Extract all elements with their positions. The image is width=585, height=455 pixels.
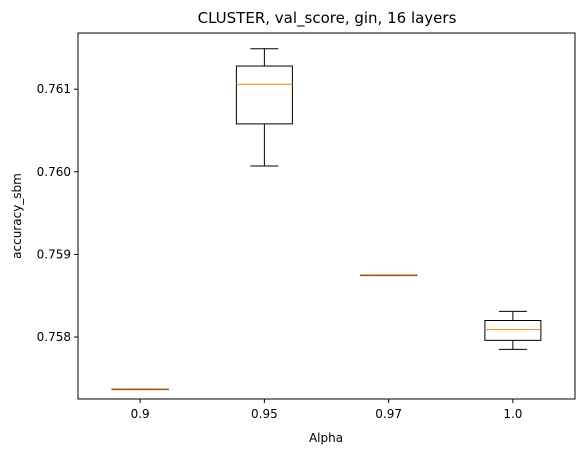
y-tick-label: 0.761 xyxy=(37,82,71,96)
x-tick-label: 1.0 xyxy=(503,407,522,421)
box xyxy=(235,65,293,125)
box xyxy=(484,320,542,341)
y-tick-label: 0.759 xyxy=(37,247,71,261)
chart-title: CLUSTER, val_score, gin, 16 layers xyxy=(198,9,457,28)
x-axis-label: Alpha xyxy=(309,431,343,445)
x-tick-label: 0.9 xyxy=(131,407,150,421)
plot-area: 0.758 0.759 0.760 0.761 0.9 0.95 0.97 1.0 xyxy=(37,48,542,421)
axes-frame xyxy=(77,32,576,400)
y-tick-label: 0.758 xyxy=(37,330,71,344)
x-tick-label: 0.97 xyxy=(375,407,402,421)
x-tick-label: 0.95 xyxy=(251,407,278,421)
y-axis-label: accuracy_sbm xyxy=(10,173,24,259)
y-tick-label: 0.760 xyxy=(37,165,71,179)
